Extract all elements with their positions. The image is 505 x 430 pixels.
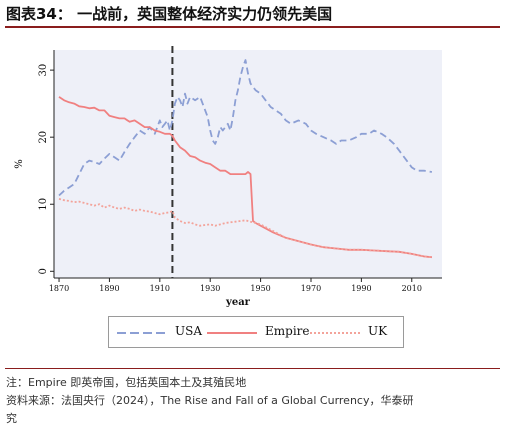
legend-label-usa: USA <box>175 324 202 338</box>
chart-legend: USA Empire UK <box>108 316 404 348</box>
x-axis-title: year <box>225 297 251 308</box>
y-tick-label: 30 <box>38 64 49 77</box>
source-line-continued: 究 <box>6 412 17 425</box>
x-tick-label: 1970 <box>301 284 321 293</box>
x-tick-label: 1910 <box>150 284 170 293</box>
legend-swatch-uk <box>310 332 360 334</box>
y-tick-label: 0 <box>38 268 49 274</box>
series-line-uk <box>58 198 432 259</box>
legend-swatch-usa <box>117 332 167 334</box>
plot-area <box>54 50 442 278</box>
figure-title: 图表34： 一战前，英国整体经济实力仍领先美国 <box>6 5 333 23</box>
y-axis-title: % <box>14 159 25 169</box>
x-tick-label: 1950 <box>250 284 270 293</box>
series-line-empire <box>58 96 432 259</box>
line-chart: 0 10 20 30% 1870 1890 1910 1930 1950 1970 1990 2010… <box>14 46 442 308</box>
x-tick-label: 2010 <box>402 284 422 293</box>
footer-divider <box>5 368 500 369</box>
x-tick-label: 1890 <box>99 284 119 293</box>
series-line-usa <box>58 59 433 197</box>
footnote: 注：Empire 即英帝国，包括英国本土及其殖民地 <box>6 376 247 389</box>
x-tick-label: 1990 <box>351 284 371 293</box>
x-tick-label: 1870 <box>49 284 69 293</box>
y-tick-label: 10 <box>38 198 49 211</box>
legend-label-empire: Empire <box>265 324 310 338</box>
source-line: 资料来源：法国央行（2024），The Rise and Fall of a G… <box>6 394 414 407</box>
legend-label-uk: UK <box>368 324 388 338</box>
x-tick-label: 1930 <box>200 284 220 293</box>
title-divider <box>5 26 500 28</box>
legend-swatch-empire <box>207 332 257 334</box>
y-tick-label: 20 <box>38 131 49 144</box>
